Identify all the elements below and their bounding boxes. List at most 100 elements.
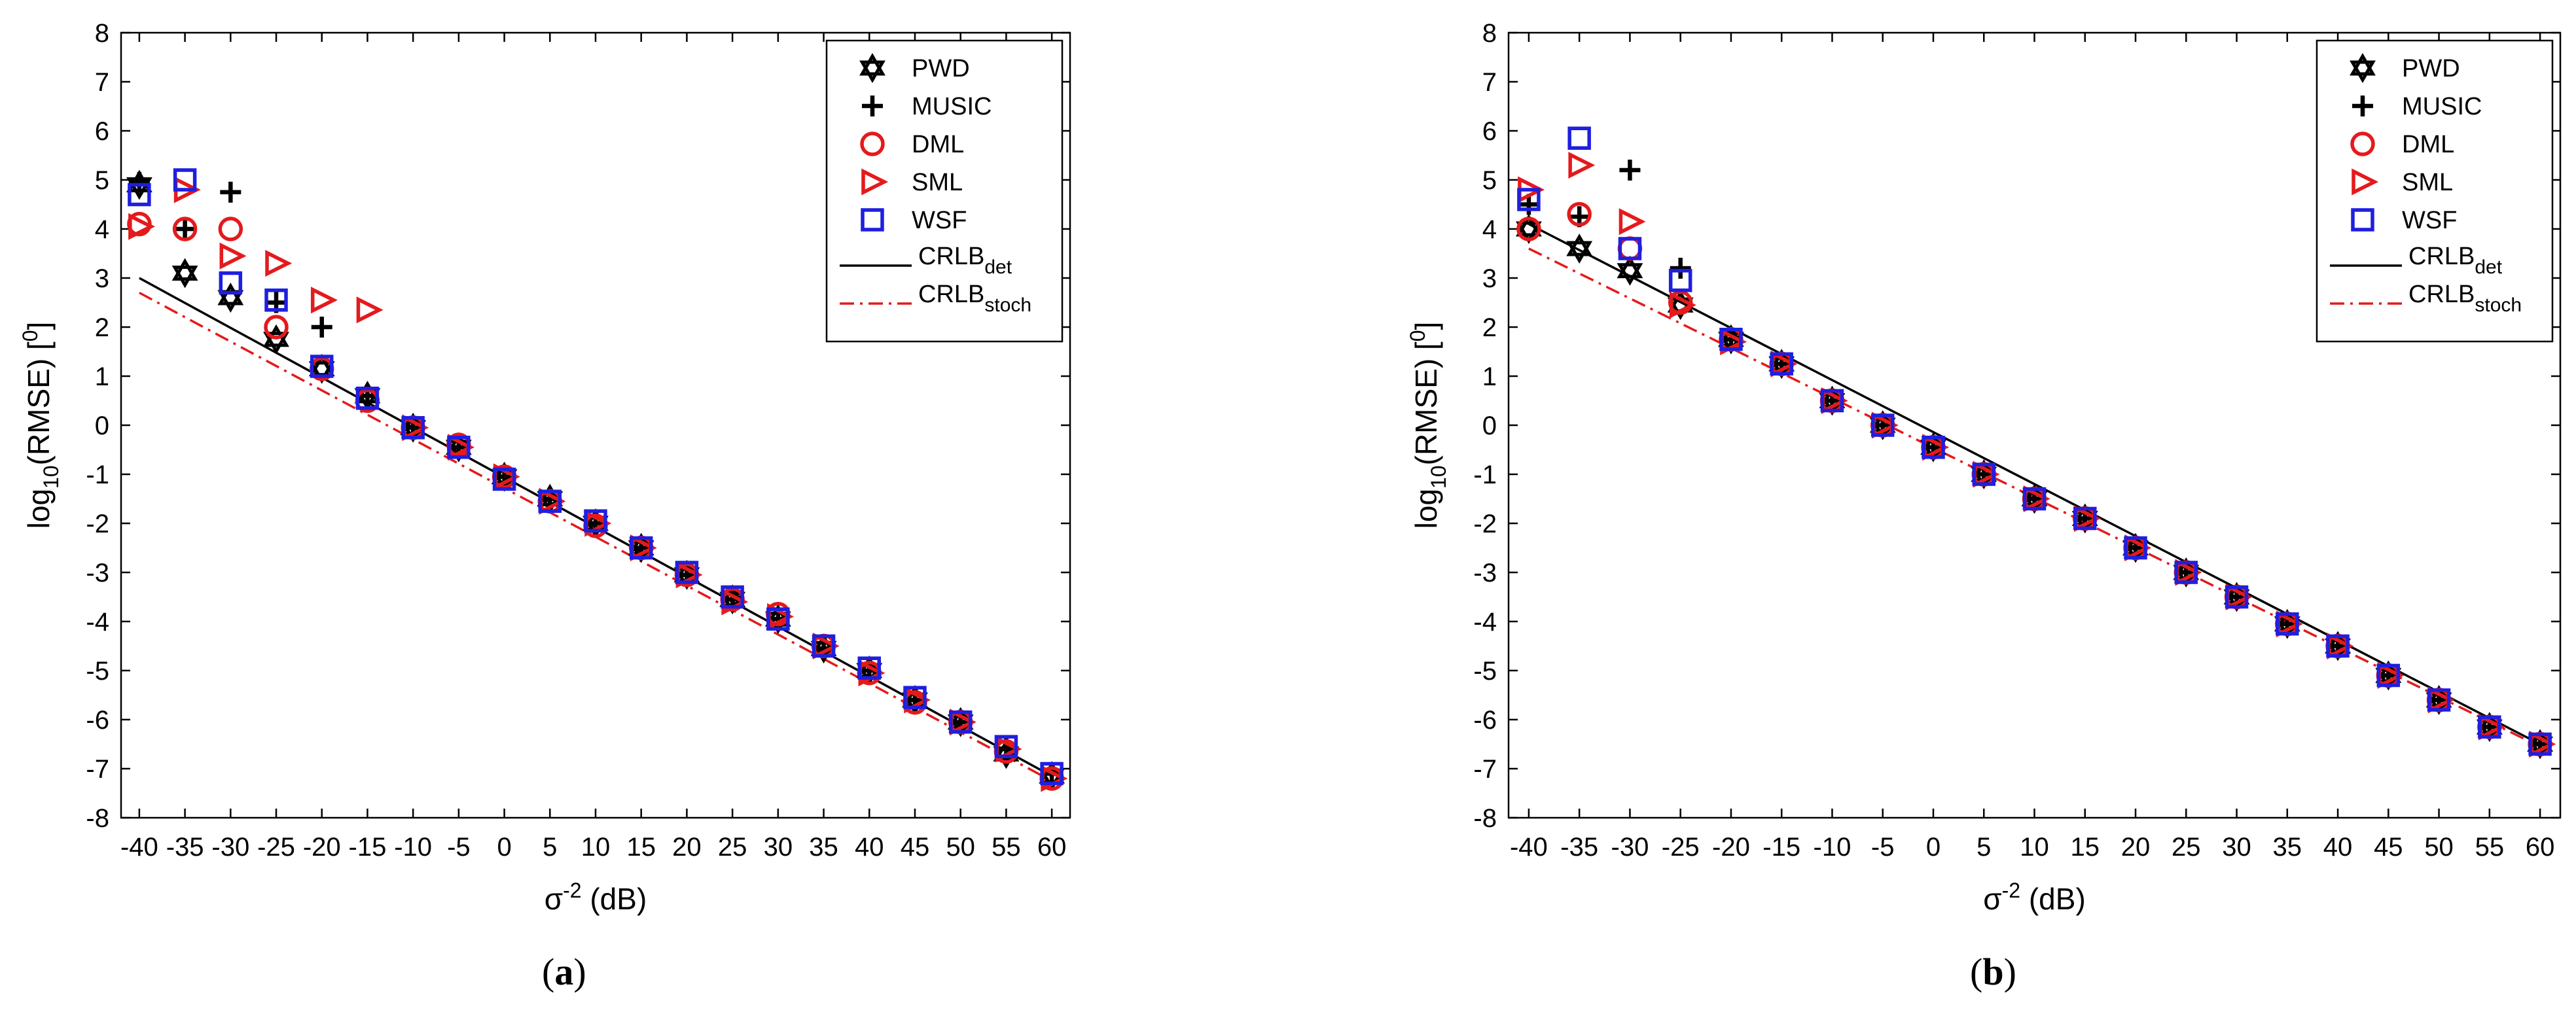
y-tick-label: -2 bbox=[86, 510, 109, 538]
x-tick-label: 25 bbox=[718, 833, 747, 862]
point-dml bbox=[1516, 217, 1541, 241]
x-tick-label: 60 bbox=[1037, 833, 1067, 862]
point-pwd-tri-up bbox=[1515, 213, 1542, 237]
point-sml bbox=[310, 287, 338, 314]
series-wsf bbox=[128, 168, 1064, 786]
point-pwd-tri-down bbox=[263, 332, 289, 355]
legend-marker-pwd-tri-down bbox=[859, 60, 885, 84]
point-wsf bbox=[1040, 761, 1064, 786]
y-tick-label: -3 bbox=[1473, 559, 1497, 587]
panel-label-b: (b) bbox=[1970, 950, 2016, 994]
y-tick-label: 2 bbox=[95, 313, 109, 342]
y-tick-label: 2 bbox=[1482, 313, 1497, 342]
point-music bbox=[1619, 160, 1641, 181]
point-sml bbox=[128, 213, 156, 240]
point-wsf bbox=[629, 536, 653, 560]
x-tick-label: 40 bbox=[855, 833, 884, 862]
legend-label-wsf: WSF bbox=[912, 207, 967, 234]
point-wsf bbox=[2326, 634, 2350, 658]
x-tick-label: 30 bbox=[764, 833, 793, 862]
y-tick-label: 3 bbox=[1482, 264, 1497, 293]
y-tick-label: 6 bbox=[1482, 117, 1497, 146]
point-pwd-tri-up bbox=[171, 258, 198, 281]
panel-label-b-open: ( bbox=[1970, 951, 1983, 993]
legend-label-sml: SML bbox=[912, 169, 963, 196]
point-wsf bbox=[1820, 389, 1844, 413]
x-tick-label: 15 bbox=[2071, 833, 2100, 862]
point-wsf bbox=[584, 509, 607, 533]
legend-label-dml: DML bbox=[912, 131, 964, 158]
x-tick-label: 0 bbox=[497, 833, 511, 862]
point-wsf bbox=[447, 436, 471, 459]
legend-marker-dml bbox=[860, 131, 885, 156]
x-tick-label: -15 bbox=[1762, 833, 1800, 862]
point-pwd-tri-down bbox=[308, 361, 335, 384]
point-wsf bbox=[401, 416, 425, 440]
legend-marker-wsf bbox=[861, 208, 884, 232]
legend-label-crlb-stoch: CRLBstoch bbox=[918, 281, 1031, 316]
point-wsf bbox=[766, 607, 790, 631]
legend-label-dml: DML bbox=[2402, 131, 2454, 158]
legend-label-crlb-stoch: CRLBstoch bbox=[2408, 281, 2522, 316]
point-wsf bbox=[812, 634, 836, 658]
point-wsf bbox=[128, 183, 151, 207]
x-tick-label: 0 bbox=[1926, 833, 1941, 862]
point-wsf bbox=[355, 387, 380, 410]
point-wsf bbox=[1517, 188, 1541, 211]
legend-label-pwd: PWD bbox=[912, 55, 970, 82]
x-tick-label: -25 bbox=[1662, 833, 1700, 862]
y-tick-label: 4 bbox=[1482, 215, 1497, 244]
legend-marker-music bbox=[2352, 96, 2373, 116]
legend-marker-music bbox=[862, 96, 883, 116]
point-sml bbox=[1619, 208, 1646, 236]
x-tick-label: -10 bbox=[1814, 833, 1851, 862]
y-tick-label: -5 bbox=[86, 657, 109, 686]
y-tick-label: 7 bbox=[1482, 68, 1497, 97]
y-tick-label: -4 bbox=[86, 608, 109, 637]
point-wsf bbox=[2225, 585, 2249, 609]
point-wsf bbox=[1922, 436, 1945, 459]
x-tick-label: 20 bbox=[672, 833, 702, 862]
point-dml bbox=[264, 315, 289, 340]
point-sml bbox=[1568, 152, 1596, 179]
x-axis-label: σ-2 (dB) bbox=[545, 879, 647, 916]
point-wsf bbox=[857, 656, 882, 680]
y-tick-label: -5 bbox=[1473, 657, 1497, 686]
point-pwd-tri-down bbox=[1515, 221, 1542, 245]
y-tick-label: 8 bbox=[95, 19, 109, 48]
y-tick-label: -1 bbox=[86, 461, 109, 489]
y-axis-ticks: -8 -7 -6 -5 -4 -3 -2 -1 0 1 2 3 4 5 6 7 8 bbox=[86, 19, 1070, 833]
legend-label-pwd: PWD bbox=[2402, 55, 2460, 82]
chart-panel-a: -40 -35 -30 -25 -20 -15 -10 -5 0 5 10 15 20 25 30 35 40 4… bbox=[18, 19, 1071, 916]
y-tick-label: 6 bbox=[95, 117, 109, 146]
y-tick-label: 3 bbox=[95, 264, 109, 293]
y-tick-label: 4 bbox=[95, 215, 109, 244]
x-tick-label: -10 bbox=[394, 833, 432, 862]
point-wsf bbox=[1618, 237, 1642, 260]
point-music bbox=[174, 219, 196, 239]
y-tick-label: -1 bbox=[1473, 461, 1497, 489]
x-tick-label: -30 bbox=[211, 833, 249, 862]
panel-label-a-letter: a bbox=[554, 951, 574, 993]
y-tick-label: 1 bbox=[95, 362, 109, 391]
x-tick-label: 10 bbox=[581, 833, 611, 862]
y-axis-label: log10(RMSE) [0] bbox=[18, 322, 63, 529]
point-pwd bbox=[171, 258, 198, 288]
point-sml bbox=[219, 242, 247, 270]
legend-marker-dml bbox=[2350, 131, 2375, 156]
point-dml bbox=[1567, 201, 1592, 227]
y-tick-label: 0 bbox=[95, 411, 109, 440]
legend-label-crlb-det: CRLBdet bbox=[918, 243, 1012, 278]
y-tick-label: 8 bbox=[1482, 19, 1497, 48]
point-sml bbox=[356, 296, 384, 324]
legend-label-sml: SML bbox=[2402, 169, 2453, 196]
series-wsf bbox=[1517, 126, 2552, 756]
panel-label-b-letter: b bbox=[1982, 951, 2004, 993]
point-music bbox=[1670, 258, 1691, 279]
y-tick-label: 0 bbox=[1482, 411, 1497, 440]
y-tick-label: 5 bbox=[1482, 166, 1497, 195]
point-wsf bbox=[2427, 688, 2451, 712]
point-pwd-tri-down bbox=[1617, 263, 1643, 286]
legend-marker-wsf bbox=[2351, 208, 2374, 232]
